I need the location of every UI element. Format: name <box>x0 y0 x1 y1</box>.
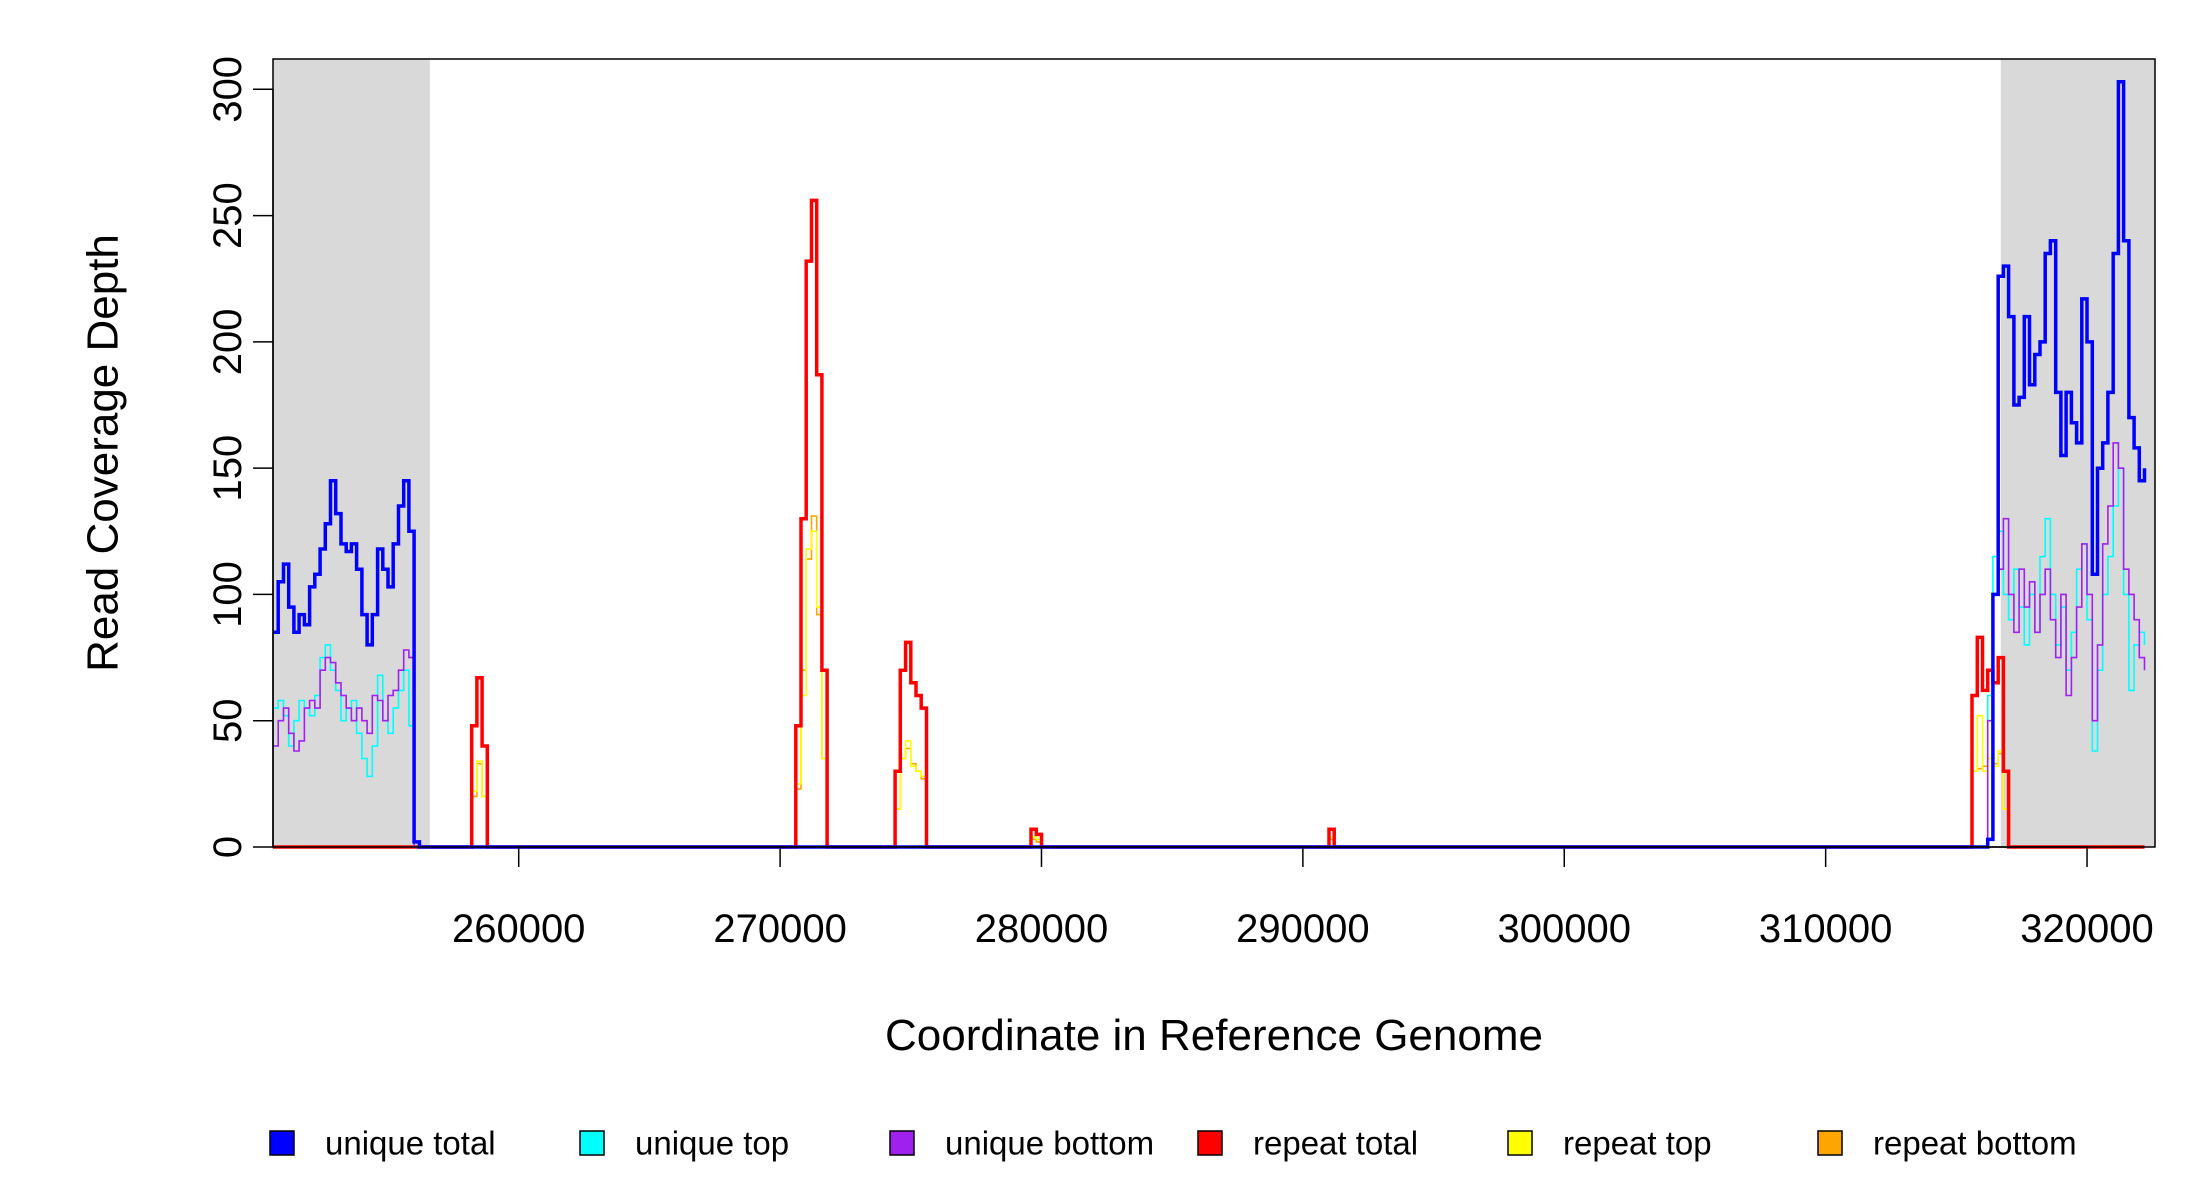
y-axis: 0 50 100 150 200 250 300 <box>206 56 274 858</box>
legend-label: unique bottom <box>945 1125 1154 1162</box>
series-line-repeat-top <box>273 530 2145 848</box>
shaded-regions <box>273 59 2155 847</box>
x-axis: 260000 270000 280000 290000 300000 310000 3200… <box>452 846 2154 951</box>
x-tick-label: 270000 <box>713 907 846 951</box>
series-line-repeat-bottom <box>273 515 2145 848</box>
y-tick-label: 100 <box>206 561 250 628</box>
x-tick-label: 290000 <box>1236 907 1369 951</box>
legend-swatch <box>269 1130 295 1156</box>
y-tick-label: 200 <box>206 308 250 375</box>
legend-swatch <box>1817 1130 1843 1156</box>
x-tick-label: 300000 <box>1498 907 1631 951</box>
series-line-unique-bottom <box>273 442 2146 848</box>
series-layer <box>273 79 2147 849</box>
y-tick-label: 0 <box>206 836 250 858</box>
legend-label: repeat bottom <box>1873 1125 2077 1162</box>
legend-label: repeat top <box>1563 1125 1712 1162</box>
y-tick-label: 300 <box>206 56 250 123</box>
y-tick-label: 250 <box>206 182 250 249</box>
x-axis-label: Coordinate in Reference Genome <box>885 1011 1543 1060</box>
plot-frame <box>272 58 2156 848</box>
legend-label: repeat total <box>1253 1125 1418 1162</box>
legend-swatch <box>1197 1130 1223 1156</box>
legend-label: unique top <box>635 1125 789 1162</box>
legend: unique total unique top unique bottom repea… <box>269 1125 2077 1162</box>
y-tick-label: 150 <box>206 435 250 502</box>
x-tick-label: 260000 <box>452 907 585 951</box>
legend-swatch <box>889 1130 915 1156</box>
shaded-region-2 <box>2000 59 2155 847</box>
legend-label: unique total <box>325 1125 496 1162</box>
series-line-repeat-total <box>273 198 2145 849</box>
x-tick-label: 310000 <box>1759 907 1892 951</box>
x-tick-label: 280000 <box>975 907 1108 951</box>
legend-swatch <box>1507 1130 1533 1156</box>
legend-swatch <box>579 1130 605 1156</box>
shaded-region-1 <box>273 59 430 847</box>
y-tick-label: 50 <box>206 698 250 743</box>
y-axis-label: Read Coverage Depth <box>79 234 128 672</box>
x-tick-label: 320000 <box>2020 907 2153 951</box>
series-line-unique-top <box>273 467 2146 848</box>
series-line-unique-total <box>273 79 2147 849</box>
